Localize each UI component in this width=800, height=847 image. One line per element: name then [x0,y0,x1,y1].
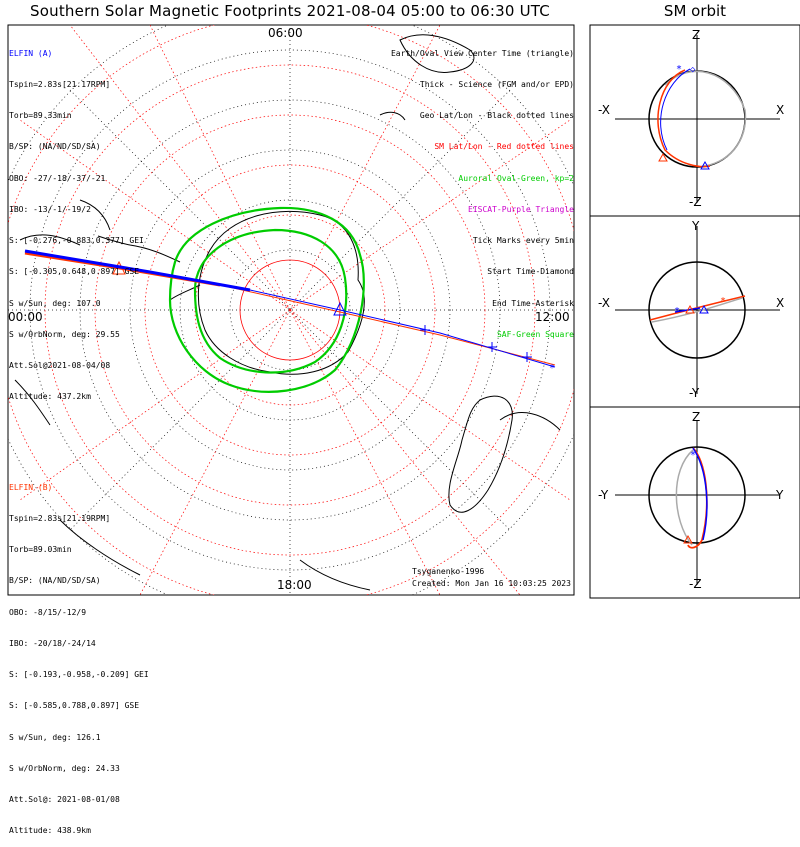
orbit-xz-right: X [776,103,785,117]
orbit-yz-right: Y [776,488,784,502]
elfin-a-track: * [24,249,556,374]
elfin-b-line: IBO: -20/18/-24/14 [9,638,96,648]
elfin-b-line: OBO: -8/15/-12/9 [9,607,87,617]
legend-item: SM Lat/Lon - Red dotted lines [434,142,574,152]
elfin-b-line: B/SP: (NA/ND/SD/SA) [9,576,101,586]
svg-text:◇: ◇ [690,65,696,75]
orbit-xy-right: X [776,296,785,310]
orbit-panel-yz-frame [589,406,800,599]
elfin-a-info: ELFIN (A) Tspin=2.83s[21.17RPM] Torb=89.… [9,28,144,413]
elfin-a-line: B/SP: (NA/ND/SD/SA) [9,142,101,152]
elfin-a-line: Tspin=2.83s[21.17RPM] [9,80,111,90]
plot-title: Southern Solar Magnetic Footprints 2021-… [30,2,550,20]
svg-text:*: * [674,306,680,317]
orbit-title: SM orbit [663,2,727,20]
legend-item: Earth/Oval View Center Time (triangle) [390,48,574,58]
mlt-label-bottom: 18:00 [277,578,312,592]
elfin-a-view-triangle [333,301,347,316]
polar-map: * [8,25,574,595]
elfin-b-line: S w/OrbNorm, deg: 24.33 [9,763,120,773]
legend-item: Thick - Science (FGM and/or EPD) [419,80,574,90]
elfin-b-line: S: [-0.193,-0.958,-0.209] GEI [9,670,149,680]
orbit-xy-top: Y [692,219,700,233]
legend: Earth/Oval View Center Time (triangle) T… [391,28,574,351]
elfin-b-line: S: [-0.585,0.788,0.897] GSE [9,701,140,711]
elfin-b-line: Altitude: 438.9km [9,826,91,836]
svg-text:*: * [676,64,682,75]
orbit-xy-left: -X [598,296,610,310]
orbit-yz-bottom: -Z [689,577,702,591]
auroral-oval [168,206,365,393]
elfin-a-line: Torb=89.33min [9,111,72,121]
orbit-xz-left: -X [598,103,610,117]
legend-item: Auroral Oval-Green, kp=2 [458,173,574,183]
elfin-a-line: Altitude: 437.2km [9,392,91,402]
elfin-a-line: OBO: -27/-18/-37/-21 [9,173,106,183]
orbit-panel-xz: * ◇ [615,35,780,203]
legend-item: Tick Marks every 5min [472,236,574,246]
elfin-b-line: Att.Sol@: 2021-08-01/08 [9,795,120,804]
legend-item: EISCAT-Purple Triangle [468,204,574,214]
legend-item: Start Time-Diamond [487,267,574,277]
figure-canvas: * * ◇ * * * [7,24,800,599]
orbit-panel-yz: * [615,420,780,585]
elfin-a-line: IBO: -13/-1/-19/2 [9,204,91,214]
elfin-a-line: S w/Sun, deg: 107.0 [9,298,101,308]
svg-text:*: * [690,450,696,461]
mlt-label-left: 00:00 [8,310,43,324]
elfin-b-line: Torb=89.03min [9,545,72,555]
orbit-yz-top: Z [692,410,701,424]
legend-item: End Time-Asterisk [492,298,574,308]
mlt-label-top: 06:00 [268,26,303,40]
orbit-yz-left: -Y [598,488,609,502]
elfin-b-line: S w/Sun, deg: 126.1 [9,732,101,742]
mlt-label-right: 12:00 [535,310,570,324]
elfin-a-line: S w/OrbNorm, deg: 29.55 [9,329,120,339]
elfin-a-line: S: [-0.305,0.648,0.897] GSE [9,267,140,277]
legend-item: Geo Lat/Lon - Black dotted lines [419,111,574,121]
orbit-panel-xy: * * [615,226,780,394]
elfin-b-info: ELFIN (B) Tspin=2.83s[21.19RPM] Torb=89.… [9,462,149,847]
legend-item: SAF-Green Square [496,329,574,339]
orbit-xz-bottom: -Z [689,195,702,209]
elfin-a-line: Att.Sol@2021-08-04/08 [9,361,111,370]
elfin-a-line: S: [-0.276,-0.883,0.377] GEI [9,236,144,246]
svg-text:*: * [720,296,726,307]
elfin-b-line: Tspin=2.83s[21.19RPM] [9,514,111,524]
elfin-b-name: ELFIN (B) [9,482,53,492]
model-label: Tsyganenko-1996 [412,567,485,576]
elfin-a-name: ELFIN (A) [9,48,53,58]
created-label: Created: Mon Jan 16 10:03:25 2023 [412,579,571,588]
orbit-xy-bottom: -Y [689,386,700,400]
geo-grid [8,25,574,595]
orbit-xz-top: Z [692,28,701,42]
orbit-panel-xz-frame [589,24,800,217]
elfin-a-tick-marks [420,325,532,362]
sm-grid [8,25,574,595]
elfin-a-end-asterisk: * [549,363,555,374]
